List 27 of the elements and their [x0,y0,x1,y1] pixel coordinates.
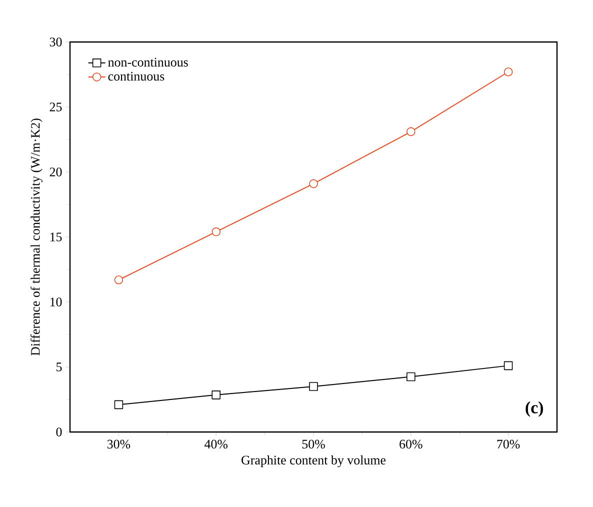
y-tick-label: 25 [50,102,62,112]
x-tick-label: 30% [107,440,130,449]
legend-label: continuous [108,72,164,81]
annotation: (c) [526,401,543,417]
y-tick-label: 20 [50,168,62,176]
y-axis-title: Difference of thermal conductivity (W/m·K2) [30,118,42,356]
y-tick-label: 15 [50,232,62,242]
legend-label: non-continuous [108,58,188,67]
point [309,179,318,188]
x-tick-label: 60% [400,440,422,449]
point [212,390,220,400]
y-tick-label: 5 [56,362,62,372]
point [504,68,513,76]
point [406,372,416,382]
x-tick-label: 50% [302,440,325,449]
y-tick-label: 0 [56,428,62,436]
y-tick-label: 10 [50,298,62,306]
point [114,400,124,410]
point [309,382,318,391]
x-tick-label: 40% [204,440,228,449]
y-tick-label: 30 [50,38,62,46]
x-axis-title: Graphite content by volume [242,455,386,468]
point [504,361,513,370]
x-tick-label: 70% [497,440,520,449]
point [114,276,124,284]
point [212,227,220,236]
point [406,127,416,136]
